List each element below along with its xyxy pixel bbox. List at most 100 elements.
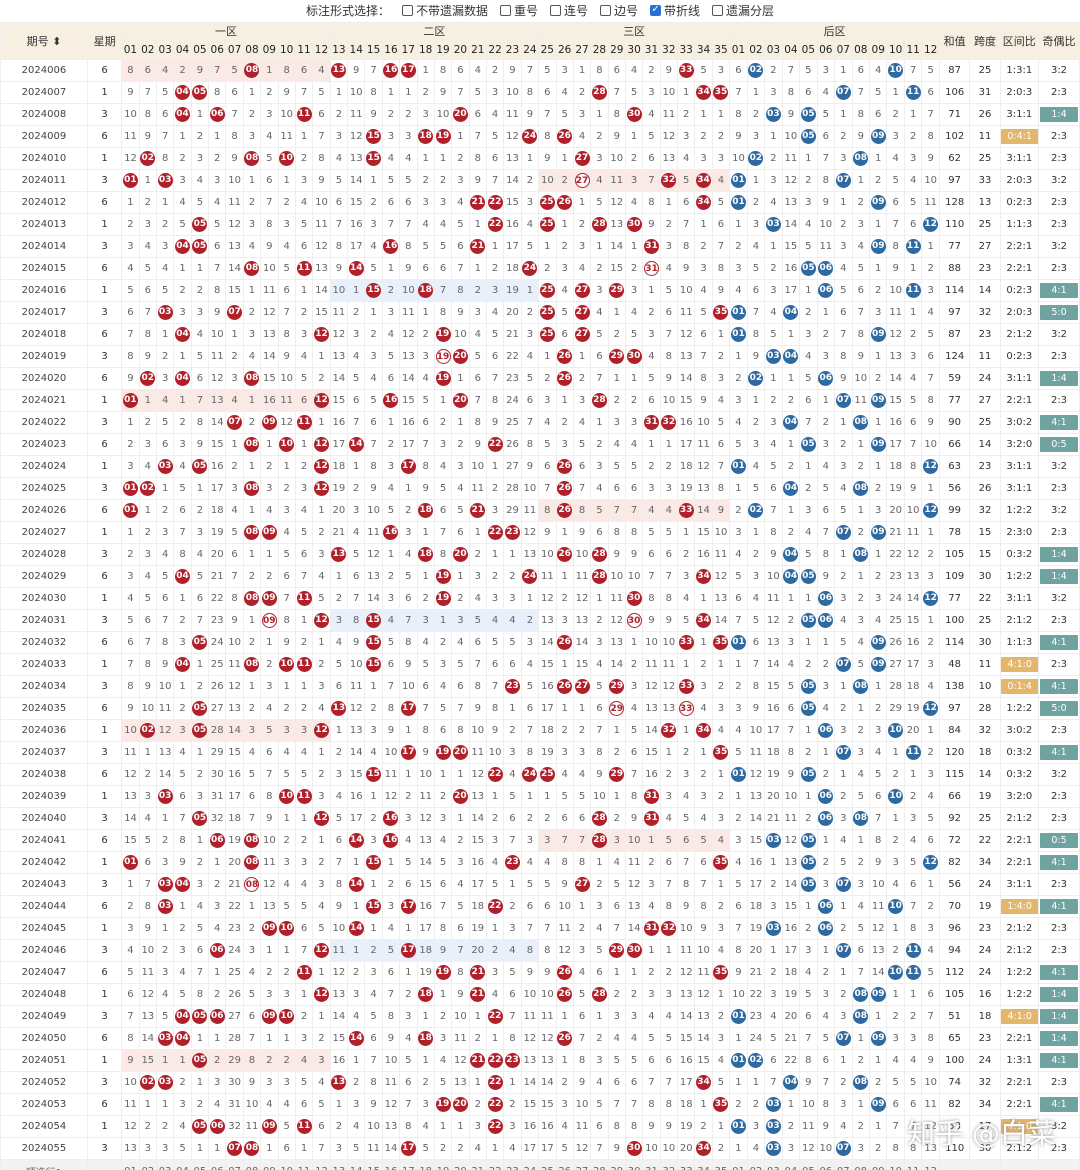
preselect-front-cell[interactable]: 27: [572, 1159, 592, 1170]
back-cell: 7: [921, 1005, 940, 1028]
preselect-back-cell[interactable]: 03: [764, 1159, 783, 1170]
preselect-front-cell[interactable]: 24: [520, 1159, 540, 1170]
back-cell: 7: [851, 301, 870, 324]
preselect-front-cell[interactable]: 32: [659, 1159, 679, 1170]
checkbox-icon[interactable]: [401, 4, 413, 16]
preselect-back-cell[interactable]: 09: [868, 1159, 888, 1170]
front-cell: 8: [590, 741, 609, 764]
front-ball: 15: [366, 128, 382, 144]
preselect-back-cell[interactable]: 10: [886, 1159, 905, 1170]
preselect-front-cell[interactable]: 23: [503, 1159, 522, 1170]
front-ball: 04: [175, 656, 191, 672]
back-cell: 2: [834, 1071, 853, 1094]
preselect-front-cell[interactable]: 18: [416, 1159, 435, 1170]
front-cell: 8: [208, 81, 227, 104]
front-cell: 5: [416, 235, 435, 258]
front-cell: 22: [485, 191, 505, 214]
draw-row: 2024007 1 9 7 5 04 05 8 6 1 2 9 7 5 1 10 8 1 1 2 9 7 5 3 10 8 6 4 2 2…: [0, 81, 1080, 104]
preselect-back-cell[interactable]: 06: [816, 1159, 836, 1170]
front-cell: 3: [485, 961, 505, 984]
preselect-back-cell[interactable]: 08: [851, 1159, 870, 1170]
issue-header[interactable]: 期号 ⬍: [0, 22, 88, 60]
toolbar-option[interactable]: 连号: [549, 2, 588, 19]
front-cell: 1: [190, 477, 210, 500]
preselect-front-cell[interactable]: 20: [451, 1159, 470, 1170]
preselect-front-cell[interactable]: 14: [347, 1159, 366, 1170]
preselect-front-cell[interactable]: 21: [468, 1159, 487, 1170]
front-cell: 2: [433, 169, 453, 192]
front-cell: 12: [694, 455, 713, 478]
back-cell: 23: [886, 565, 905, 588]
toolbar-option[interactable]: 不带遗漏数据: [401, 2, 488, 19]
preselect-front-cell[interactable]: 07: [225, 1159, 244, 1170]
preselect-front-cell[interactable]: 25: [538, 1159, 557, 1170]
back-cell: 2: [781, 521, 801, 544]
toolbar-option[interactable]: ✓ 带折线: [650, 2, 700, 19]
preselect-front-cell[interactable]: 03: [155, 1159, 175, 1170]
front-cell: 5: [381, 939, 401, 962]
preselect-front-cell[interactable]: 31: [642, 1159, 661, 1170]
front-cell: 05: [190, 697, 210, 720]
toolbar-option[interactable]: 重号: [499, 2, 538, 19]
preselect-front-cell[interactable]: 05: [190, 1159, 210, 1170]
preselect-empty: [1038, 1159, 1080, 1170]
preselect-front-cell[interactable]: 16: [381, 1159, 401, 1170]
preselect-front-cell[interactable]: 13: [329, 1159, 349, 1170]
preselect-front-cell[interactable]: 11: [294, 1159, 314, 1170]
preselect-back-cell[interactable]: 11: [903, 1159, 923, 1170]
preselect-front-cell[interactable]: 30: [624, 1159, 644, 1170]
front-cell: 4: [694, 697, 713, 720]
back-number-header: 05: [799, 39, 818, 60]
preselect-front-cell[interactable]: 01: [121, 1159, 140, 1170]
preselect-back-cell[interactable]: 07: [834, 1159, 853, 1170]
back-cell: 04: [781, 411, 801, 434]
front-cell: 14: [347, 741, 366, 764]
span-cell: 32: [969, 499, 1001, 522]
preselect-front-cell[interactable]: 12: [312, 1159, 331, 1170]
preselect-front-cell[interactable]: 34: [694, 1159, 713, 1170]
front-ball: 05: [192, 810, 208, 826]
preselect-front-cell[interactable]: 26: [555, 1159, 574, 1170]
preselect-front-cell[interactable]: 02: [138, 1159, 157, 1170]
span-cell: 24: [969, 367, 1001, 390]
preselect-back-cell[interactable]: 02: [746, 1159, 766, 1170]
preselect-back-cell[interactable]: 01: [729, 1159, 748, 1170]
preselect-front-cell[interactable]: 19: [433, 1159, 453, 1170]
checkbox-icon[interactable]: [549, 4, 561, 16]
checkbox-icon[interactable]: [712, 4, 724, 16]
preselect-front-cell[interactable]: 10: [277, 1159, 296, 1170]
front-cell: 1: [138, 499, 157, 522]
front-cell: 6: [642, 147, 661, 170]
preselect-front-cell[interactable]: 17: [399, 1159, 418, 1170]
preselect-back-cell[interactable]: 05: [799, 1159, 818, 1170]
preselect-back-cell[interactable]: 12: [921, 1159, 940, 1170]
back-cell: 13: [746, 785, 766, 808]
preselect-front-cell[interactable]: 04: [173, 1159, 192, 1170]
preselect-front-cell[interactable]: 15: [364, 1159, 383, 1170]
preselect-front-cell[interactable]: 33: [677, 1159, 696, 1170]
checkbox-icon[interactable]: ✓: [650, 4, 662, 16]
toolbar-option[interactable]: 遗漏分层: [712, 2, 774, 19]
front-cell: 5: [329, 169, 349, 192]
preselect-front-cell[interactable]: 09: [260, 1159, 279, 1170]
preselect-front-cell[interactable]: 06: [208, 1159, 227, 1170]
checkbox-icon[interactable]: [600, 4, 611, 16]
preselect-front-cell[interactable]: 35: [711, 1159, 731, 1170]
front-cell: 10: [329, 917, 349, 940]
preselect-back-cell[interactable]: 04: [781, 1159, 801, 1170]
front-cell: 26: [503, 433, 522, 456]
back-cell: 1: [816, 389, 836, 412]
front-cell: 3: [277, 213, 296, 236]
preselect-front-cell[interactable]: 08: [242, 1159, 262, 1170]
toolbar-option[interactable]: 边号: [600, 2, 638, 19]
week-cell: 6: [86, 961, 123, 984]
preselect-front-cell[interactable]: 22: [485, 1159, 505, 1170]
front-cell: 20: [451, 785, 470, 808]
front-cell: 2: [190, 675, 210, 698]
checkbox-icon[interactable]: [499, 4, 511, 16]
front-cell: 1: [694, 103, 713, 126]
odd-even-tag: 4:1: [1040, 965, 1078, 980]
preselect-front-cell[interactable]: 29: [607, 1159, 626, 1170]
back-cell: 4: [851, 631, 870, 654]
preselect-front-cell[interactable]: 28: [590, 1159, 609, 1170]
